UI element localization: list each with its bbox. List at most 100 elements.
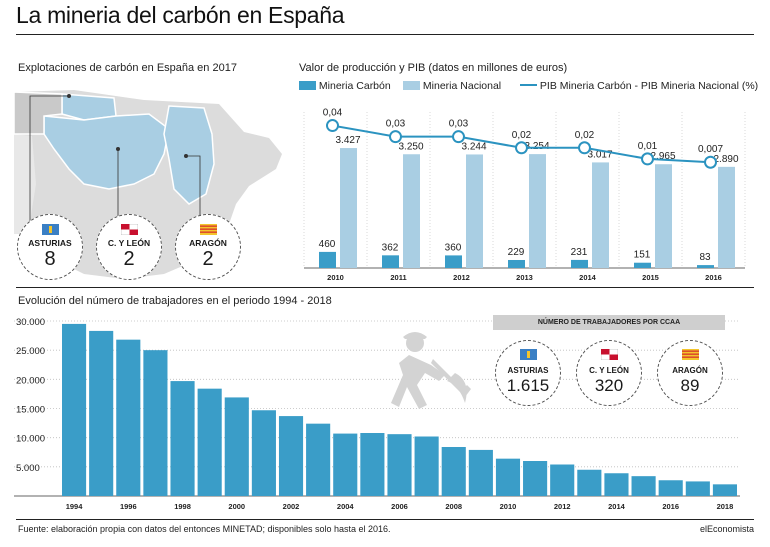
employment-bar [360, 433, 385, 496]
top-divider [16, 34, 754, 35]
legend-label: PIB Mineria Carbón - PIB Mineria Naciona… [539, 80, 759, 92]
map-region-value: 2 [202, 248, 214, 270]
x-tick-label: 2014 [608, 502, 626, 511]
bar-mineria-nacional [529, 154, 546, 268]
pib-point [389, 130, 402, 144]
bar-label-carbon: 362 [382, 242, 399, 253]
emp-region-name: ASTURIAS [507, 366, 549, 375]
bar-mineria-carbon [319, 251, 336, 268]
x-tick-label: 2012 [554, 502, 571, 511]
pib-point [578, 141, 591, 155]
map-region-value: 2 [123, 248, 135, 270]
footer-source: Fuente: elaboración propia con datos del… [18, 524, 391, 534]
emp-circle-asturias: ASTURIAS 1.615 [495, 340, 561, 406]
map-castilla-leon [43, 113, 170, 190]
x-tick-label: 2006 [391, 502, 408, 511]
map-galicia [14, 91, 63, 135]
bar-mineria-carbon [382, 255, 399, 268]
map-circle-castilla-leon: C. Y LEÓN 2 [96, 214, 162, 280]
employment-bar [631, 476, 656, 496]
bar-mineria-nacional [592, 162, 609, 268]
employment-bar [387, 434, 412, 496]
x-tick-label: 2014 [579, 273, 597, 282]
pib-label: 0,02 [575, 130, 595, 141]
production-chart: 460 3.427 2010 362 3.250 2011 360 3.244 2012 229 3… [303, 108, 746, 282]
x-tick-label: 2016 [662, 502, 679, 511]
map-region-name: ARAGÓN [189, 238, 227, 248]
pib-label: 0,01 [638, 141, 658, 152]
bar-mineria-carbon [508, 259, 525, 268]
employment-bar [143, 350, 168, 496]
map-region-name: C. Y LEÓN [107, 238, 151, 248]
legend-item-carbon: Mineria Carbón [299, 80, 391, 92]
emp-circle-castilla-leon: C. Y LEÓN 320 [576, 340, 642, 406]
legend-label: Mineria Carbón [318, 80, 391, 92]
map-aragon [163, 105, 215, 205]
x-tick-label: 2015 [642, 273, 659, 282]
map-asturias [61, 93, 117, 121]
x-tick-label: 2010 [327, 273, 344, 282]
asturias-flag-icon [520, 349, 537, 360]
x-tick-label: 2011 [390, 273, 406, 282]
bar-label-carbon: 151 [634, 250, 651, 261]
bar-label-nacional: 3.244 [461, 141, 486, 152]
pib-label: 0,007 [698, 144, 723, 155]
x-tick-label: 2010 [500, 502, 517, 511]
employment-bar [116, 339, 141, 496]
emp-region-value: 1.615 [506, 376, 550, 395]
employment-bar [712, 484, 737, 496]
pib-point [326, 119, 339, 133]
asturias-flag-icon [42, 224, 59, 235]
bar-label-nacional: 3.254 [524, 141, 549, 152]
bar-mineria-carbon [634, 262, 651, 268]
bar-label-carbon: 83 [699, 252, 711, 263]
y-tick-label: 25.000 [16, 346, 45, 357]
miner-icon [391, 332, 471, 409]
bar-mineria-nacional [655, 164, 672, 268]
bar-label-nacional: 3.427 [335, 135, 360, 146]
footer-brand: elEconomista [699, 524, 754, 534]
employment-bar [197, 388, 222, 496]
employment-bar [550, 464, 575, 496]
emp-region-value: 320 [594, 376, 624, 395]
x-tick-label: 1998 [174, 502, 191, 511]
legend-item-nacional: Mineria Nacional [403, 80, 501, 92]
pib-label: 0,02 [512, 130, 532, 141]
map-region-name: ASTURIAS [28, 238, 72, 248]
production-chart-title: Valor de producción y PIB (datos en mill… [299, 62, 568, 74]
x-tick-label: 1996 [120, 502, 137, 511]
employment-chart: 30.000 25.000 20.000 15.000 10.000 5.000 1994 1… [14, 317, 740, 511]
employment-bar [224, 397, 249, 496]
castilla-leon-flag-icon [601, 349, 618, 360]
bar-mineria-nacional [466, 154, 483, 268]
bar-label-nacional: 2.965 [650, 151, 675, 162]
y-tick-label: 30.000 [16, 317, 45, 328]
employment-bar [306, 423, 331, 496]
employment-bar [278, 416, 304, 496]
pib-label: 0,03 [386, 119, 406, 130]
employment-bar [685, 481, 710, 496]
ccaa-banner: NÚMERO DE TRABAJADORES POR CCAA [493, 315, 725, 330]
bar-label-nacional: 2.890 [713, 154, 738, 165]
x-tick-label: 2002 [283, 502, 300, 511]
pib-label: 0,03 [449, 119, 469, 130]
bar-mineria-carbon [697, 265, 714, 268]
legend-item-pib: PIB Mineria Carbón - PIB Mineria Naciona… [520, 80, 758, 92]
map-circle-aragon: ARAGÓN 2 [175, 214, 241, 280]
employment-bar [62, 323, 87, 496]
employment-bar [604, 473, 629, 496]
legend-swatch [299, 81, 316, 90]
employment-bar [577, 469, 602, 496]
employment-bar [495, 458, 521, 496]
middle-divider [16, 287, 754, 288]
pib-point [515, 141, 528, 155]
employment-bar [251, 410, 276, 496]
legend-swatch [403, 81, 420, 90]
x-tick-label: 2004 [337, 502, 355, 511]
bar-mineria-nacional [403, 154, 420, 268]
y-tick-label: 20.000 [16, 375, 45, 386]
x-tick-label: 1994 [66, 502, 84, 511]
y-tick-label: 10.000 [16, 434, 45, 445]
bottom-divider [16, 519, 754, 520]
x-tick-label: 2016 [705, 273, 722, 282]
